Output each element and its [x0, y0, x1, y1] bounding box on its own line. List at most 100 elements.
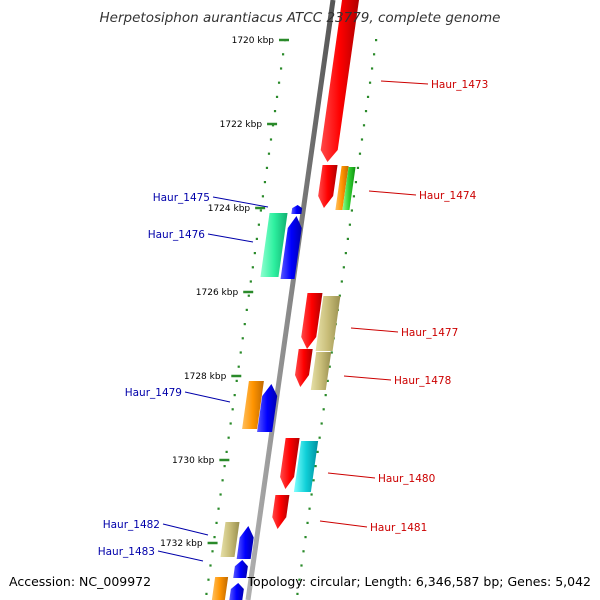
gene-feature[interactable]	[242, 381, 264, 429]
tick-mark	[265, 166, 269, 169]
tick-mark	[316, 450, 319, 453]
label-connector	[207, 233, 254, 243]
tick-mark	[364, 110, 368, 113]
gene-label[interactable]: Haur_1479	[125, 387, 182, 399]
genes-label: Genes:	[507, 574, 552, 589]
accession-footer: Accession: NC_009972	[9, 574, 151, 589]
gene-feature[interactable]	[310, 352, 332, 390]
tick-mark	[344, 252, 347, 255]
gene-haur-1475[interactable]	[291, 205, 303, 214]
tick-mark	[237, 365, 240, 368]
gene-haur-1478[interactable]	[295, 349, 313, 387]
tick-mark	[223, 465, 226, 468]
gene-label[interactable]: Haur_1478	[394, 375, 451, 387]
label-connector	[212, 196, 269, 208]
tick-mark	[255, 237, 258, 240]
tick-mark	[229, 422, 232, 425]
tick-mark	[249, 280, 252, 283]
gene-label[interactable]: Haur_1475	[153, 192, 210, 204]
length-value: 6,346,587 bp	[415, 574, 500, 589]
gene-label[interactable]: Haur_1483	[98, 546, 155, 558]
tick-mark	[358, 152, 362, 155]
topology-value: circular	[310, 574, 357, 589]
gene-label[interactable]: Haur_1481	[370, 522, 427, 534]
tick-mark	[314, 465, 317, 468]
tick-mark	[271, 124, 275, 127]
tick-mark	[310, 493, 313, 496]
scale-marks: 1720 kbp 1722 kbp 1724 kbp 1726 kbp 1728 kbp…	[160, 36, 289, 549]
gene-label[interactable]: Haur_1477	[401, 327, 458, 339]
tick-mark	[273, 110, 277, 113]
tick-mark	[267, 152, 271, 155]
tick-mark	[241, 337, 244, 340]
tick-mark	[239, 351, 242, 354]
tick-mark	[326, 379, 329, 382]
separator: ;	[356, 574, 361, 589]
gene-label[interactable]: Haur_1476	[148, 229, 206, 241]
gene-feature[interactable]	[229, 583, 244, 600]
gene-haur-1477[interactable]	[301, 293, 323, 349]
tick-mark	[320, 422, 323, 425]
tick-mark	[352, 195, 356, 198]
accession-label: Accession:	[9, 574, 76, 589]
tick-mark	[275, 95, 279, 98]
gene-feature[interactable]	[315, 296, 341, 351]
gene-feature[interactable]	[335, 166, 349, 210]
tick-mark	[350, 209, 354, 212]
tick-mark	[366, 95, 370, 98]
gene-label[interactable]: Haur_1473	[431, 79, 488, 91]
topology-label: Topology:	[247, 574, 307, 589]
tick-mark	[263, 181, 267, 184]
label-connector	[184, 391, 231, 403]
gene-haur-1474[interactable]	[318, 165, 338, 208]
scale-label: 1720 kbp	[232, 36, 275, 46]
tick-mark	[217, 507, 220, 510]
gene-haur-1480[interactable]	[280, 438, 300, 489]
tick-mark	[269, 138, 273, 141]
gene-feature[interactable]	[260, 213, 288, 277]
label-connector	[350, 327, 399, 333]
gene-haur-1482[interactable]	[236, 526, 254, 559]
scale-label: 1732 kbp	[160, 539, 203, 549]
tick-mark	[342, 266, 345, 269]
scale-label: 1726 kbp	[196, 288, 239, 298]
gene-haur-1481[interactable]	[272, 495, 290, 529]
tick-mark	[298, 578, 301, 581]
tick-mark	[356, 166, 360, 169]
gene-haur-1479[interactable]	[257, 384, 278, 432]
tick-mark	[362, 124, 366, 127]
tick-mark	[346, 237, 349, 240]
scale-label: 1730 kbp	[172, 456, 215, 466]
tick-mark	[328, 365, 331, 368]
tick-mark	[296, 592, 299, 595]
label-connector	[380, 80, 429, 85]
tick-mark	[221, 479, 224, 482]
gene-feature[interactable]	[293, 441, 319, 492]
label-connector	[368, 190, 417, 196]
tick-mark	[372, 53, 376, 56]
label-connector	[157, 550, 204, 562]
tick-mark	[318, 436, 321, 439]
tick-mark	[233, 394, 236, 397]
gene-feature[interactable]	[220, 522, 240, 557]
gene-label[interactable]: Haur_1480	[378, 473, 435, 485]
tick-mark	[235, 379, 238, 382]
gene-label[interactable]: Haur_1482	[103, 519, 160, 531]
gene-haur-1483[interactable]	[233, 560, 248, 578]
tick-mark	[312, 479, 315, 482]
tick-mark	[322, 408, 325, 411]
gene-feature[interactable]	[342, 167, 356, 210]
gene-feature[interactable]	[211, 577, 229, 600]
gene-haur-1473[interactable]	[320, 0, 360, 162]
tick-mark	[277, 81, 281, 84]
tick-mark	[340, 280, 343, 283]
tick-mark	[324, 394, 327, 397]
tick-mark	[348, 223, 351, 226]
separator: ;	[499, 574, 504, 589]
tick-mark	[253, 252, 256, 255]
gene-label[interactable]: Haur_1474	[419, 190, 477, 202]
gene-haur-1476[interactable]	[280, 216, 302, 279]
scale-ticks-right	[296, 39, 378, 595]
tick-mark	[368, 81, 372, 84]
